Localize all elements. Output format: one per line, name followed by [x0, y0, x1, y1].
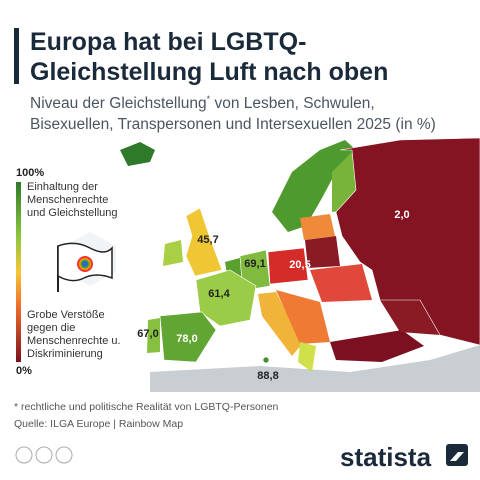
title-bar [14, 28, 19, 84]
scale-max-label: 100% [16, 167, 44, 179]
scandinavia [272, 140, 356, 232]
title-line: Europa hat bei LGBTQ- [30, 28, 306, 56]
subtitle-part: von Lesben, Schwulen, [210, 95, 375, 112]
subtitle: Bisexuellen, Transpersonen und Intersexu… [30, 116, 436, 133]
legend-text: Diskriminierung [27, 348, 103, 360]
ireland [163, 240, 183, 266]
footnote: * rechtliche und politische Realität von… [14, 401, 279, 413]
value-label: 45,7 [197, 234, 218, 246]
portugal [147, 318, 160, 353]
footnote-mark: * [207, 94, 211, 104]
africa-asia-land [150, 345, 480, 392]
value-label: 2,0 [394, 209, 409, 221]
country [267, 247, 309, 285]
value-label: 67,0 [137, 328, 158, 340]
iceland [120, 142, 155, 166]
subtitle: Niveau der Gleichstellung* von Lesben, S… [30, 94, 375, 112]
rainbow [82, 261, 88, 267]
value-label: 88,8 [257, 370, 278, 382]
value-label: 20,5 [289, 259, 310, 271]
balkans [276, 290, 330, 344]
value-label: 69,1 [244, 258, 265, 270]
country [335, 137, 480, 346]
legend-text: Einhaltung der [27, 181, 98, 193]
country [262, 356, 270, 364]
country [185, 207, 223, 277]
map: 2,0 45,7 69,1 20,5 61,4 67,0 78,0 88,8 [120, 137, 480, 392]
italy [258, 292, 302, 356]
brand: statista [340, 442, 432, 472]
cc-icon [35, 446, 53, 464]
greece [298, 342, 316, 372]
subtitle-part: Niveau der Gleichstellung [30, 95, 207, 112]
title-line: Gleichstellung Luft nach oben [30, 58, 388, 86]
legend-text: Menschenrechte u. [27, 335, 121, 347]
legend-text: Menschenrechte [27, 194, 108, 206]
value-label: 78,0 [176, 333, 197, 345]
turkey [330, 330, 424, 362]
legend-text: und Gleichstellung [27, 207, 118, 219]
belarus [305, 236, 340, 268]
scale-min-label: 0% [16, 365, 32, 377]
cc-icon [55, 446, 73, 464]
ukraine [310, 264, 372, 302]
brand-logo-mark [450, 452, 464, 461]
source: Quelle: ILGA Europe | Rainbow Map [14, 418, 183, 430]
legend-text: Grobe Verstöße [27, 309, 105, 321]
country [159, 311, 217, 363]
cc-icon [15, 446, 33, 464]
color-scale [16, 182, 21, 362]
legend: 100% 0% Einhaltung derMenschenrechteund … [10, 166, 128, 380]
value-label: 61,4 [208, 288, 230, 300]
baltics [300, 214, 335, 240]
legend-text: gegen die [27, 322, 75, 334]
